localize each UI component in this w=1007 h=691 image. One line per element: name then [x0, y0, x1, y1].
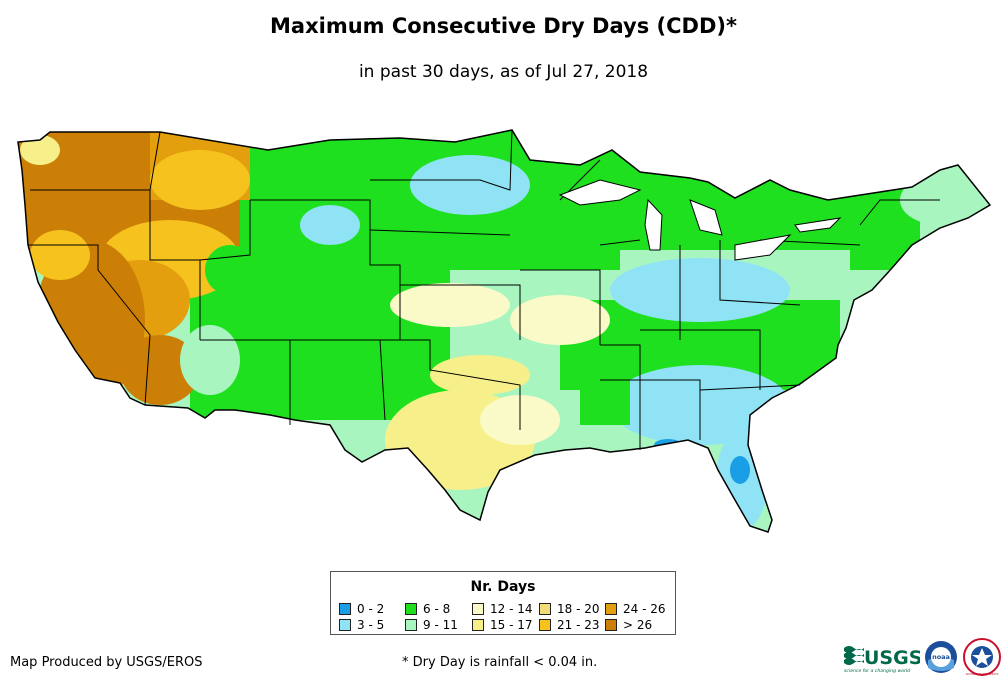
legend-title: Nr. Days: [470, 579, 536, 595]
map-credit: Map Produced by USGS/EROS: [10, 655, 203, 670]
usgs-wordmark: USGS: [864, 647, 920, 669]
noaa-wordmark: noaa: [932, 653, 950, 661]
us-outline: [17, 129, 992, 533]
legend: Nr. Days 0 - 2 3 - 5 6 - 8 9 - 11 12 - 1…: [330, 571, 676, 635]
legend-swatch: [405, 619, 417, 631]
us-cdd-map: [17, 129, 992, 533]
legend-swatch: [539, 619, 551, 631]
legend-item: 6 - 8: [405, 602, 450, 616]
legend-item: 21 - 23: [539, 618, 600, 632]
legend-item: > 26: [605, 618, 652, 632]
dry-day-footnote: * Dry Day is rainfall < 0.04 in.: [402, 655, 598, 670]
legend-item: 12 - 14: [472, 602, 533, 616]
legend-item: 24 - 26: [605, 602, 666, 616]
legend-item: 18 - 20: [539, 602, 600, 616]
map-title: Maximum Consecutive Dry Days (CDD)*: [270, 14, 737, 38]
great-lakes: [558, 179, 842, 261]
legend-swatch: [605, 619, 617, 631]
usgs-tagline: science for a changing world: [844, 668, 910, 674]
usgs-logo: USGS science for a changing world: [844, 646, 920, 674]
legend-item: 15 - 17: [472, 618, 533, 632]
legend-swatch: [472, 603, 484, 615]
legend-item: 9 - 11: [405, 618, 458, 632]
legend-swatch: [339, 603, 351, 615]
legend-swatch: [405, 603, 417, 615]
legend-item: 0 - 2: [339, 602, 384, 616]
legend-item: 3 - 5: [339, 618, 384, 632]
nws-logo: NATIONAL WEATHER SERVICE: [963, 638, 1001, 676]
legend-swatch: [339, 619, 351, 631]
state-boundaries: [28, 129, 940, 450]
nws-wordmark: NATIONAL WEATHER SERVICE: [966, 673, 999, 676]
map-subtitle: in past 30 days, as of Jul 27, 2018: [358, 62, 649, 82]
legend-swatch: [605, 603, 617, 615]
legend-swatch: [472, 619, 484, 631]
noaa-logo: noaa: [925, 641, 957, 673]
legend-swatch: [539, 603, 551, 615]
